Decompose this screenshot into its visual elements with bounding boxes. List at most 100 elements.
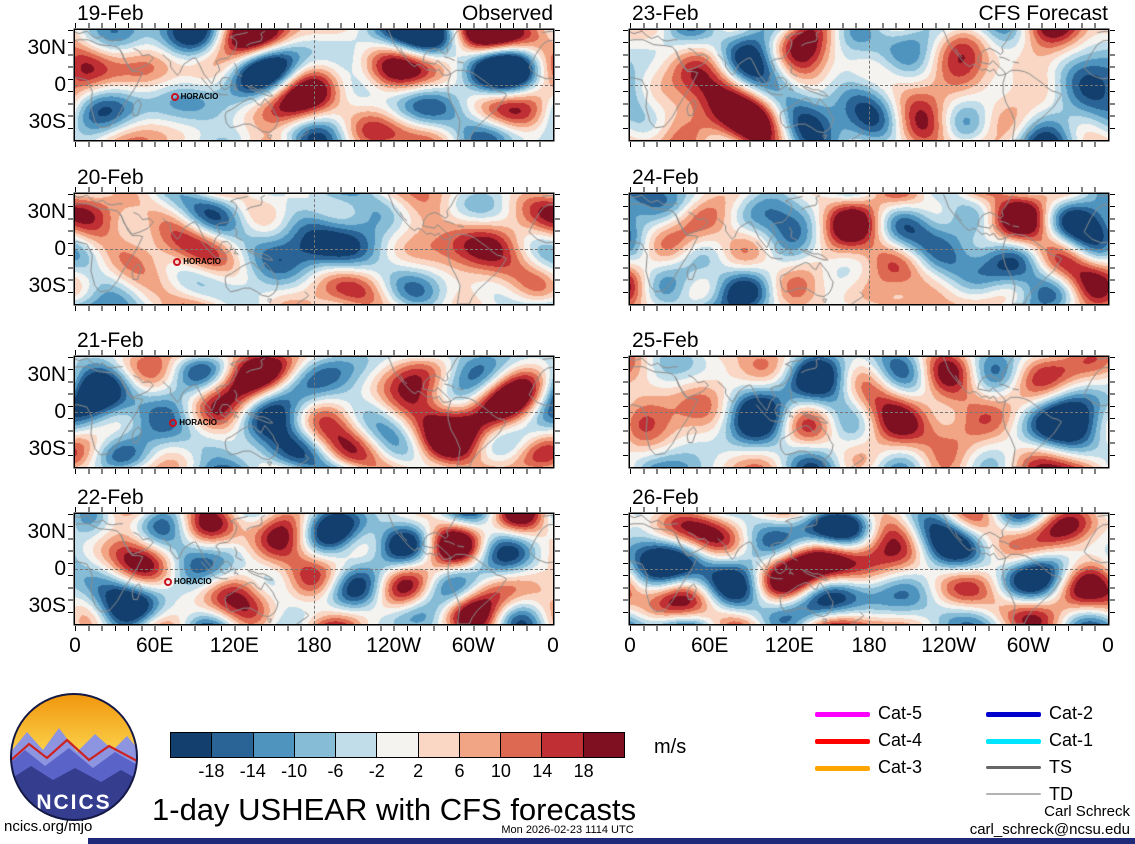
colorbar-tick-label: 2 [413, 761, 424, 781]
axis-tick-marks [630, 507, 1108, 512]
x-axis-tick-label: 60E [690, 634, 729, 657]
panel-date-label: 22-Feb [77, 486, 144, 509]
axis-tick-marks [68, 514, 73, 624]
axis-tick-marks [68, 194, 73, 304]
dateline-dashed-line [314, 357, 315, 467]
timestamp: Mon 2026-02-23 1114 UTC [501, 824, 634, 836]
storm-marker [169, 419, 178, 427]
x-axis-tick-label: 180 [296, 634, 332, 657]
x-axis-tick-label: 180 [851, 634, 887, 657]
y-axis-tick-label: 0 [54, 400, 66, 423]
legend-label: Cat-4 [878, 730, 923, 750]
legend-line-cat-4 [815, 739, 870, 744]
panel-date-label: 19-Feb [77, 2, 144, 25]
map-panel [630, 514, 1108, 624]
storm-label: HORACIO [179, 418, 218, 427]
axis-tick-marks [630, 469, 1108, 474]
axis-tick-marks [68, 357, 73, 467]
x-axis-tick-label: 120W [366, 634, 422, 657]
legend-line-cat-2 [986, 712, 1041, 717]
colorbar-tick-label: 18 [573, 761, 594, 781]
panel-date-label: 24-Feb [632, 166, 699, 189]
colorbar-tick-label: -10 [281, 761, 308, 781]
axis-tick-marks [630, 626, 1108, 631]
x-axis-tick-label: 60W [1006, 634, 1050, 657]
dateline-dashed-line [314, 194, 315, 304]
colorbar-tick-label: -14 [239, 761, 266, 781]
panel-date-label: 20-Feb [77, 166, 144, 189]
colorbar-segment [583, 733, 624, 757]
legend-line-cat-3 [815, 766, 870, 771]
bottom-accent-bar [88, 838, 1135, 844]
y-axis-tick-label: 0 [54, 73, 66, 96]
y-axis-tick-label: 30N [27, 36, 66, 60]
legend-line-cat-1 [986, 739, 1041, 744]
x-axis-tick-label: 0 [1102, 634, 1114, 657]
y-axis-tick-label: 30S [28, 273, 66, 297]
legend-line-cat-5 [815, 712, 870, 717]
colorbar-tick-label: 14 [532, 761, 553, 781]
storm-marker [173, 258, 182, 267]
x-axis-tick-label: 120W [921, 634, 977, 657]
colorbar-tick-label: -6 [327, 761, 344, 781]
axis-tick-marks [623, 514, 628, 624]
colorbar-segment [542, 733, 584, 757]
x-axis-tick-label: 60W [451, 634, 495, 657]
axis-tick-marks [68, 30, 73, 140]
dateline-dashed-line [314, 30, 315, 140]
column-header: Observed [461, 2, 553, 25]
author-email: carl_schreck@ncsu.edu [969, 821, 1130, 838]
axis-tick-marks [1110, 357, 1115, 467]
colorbar-tick-label: 6 [454, 761, 465, 781]
legend-label: Cat-2 [1049, 703, 1094, 723]
logo-ridge-line [11, 738, 137, 763]
legend-line-td [986, 793, 1041, 795]
axis-tick-marks [555, 30, 560, 140]
y-axis-tick-label: 30S [28, 436, 66, 460]
storm-marker [170, 93, 179, 102]
page-title: 1-day USHEAR with CFS forecasts [152, 792, 637, 827]
colorbar-tick-label: 10 [490, 761, 511, 781]
colorbar [170, 732, 625, 758]
axis-tick-marks [555, 194, 560, 304]
panel-date-label: 21-Feb [77, 329, 144, 352]
axis-tick-marks [1110, 194, 1115, 304]
axis-tick-marks [630, 350, 1108, 355]
axis-tick-marks [630, 23, 1108, 28]
dateline-dashed-line [314, 514, 315, 624]
x-axis-tick-label: 60E [135, 634, 174, 657]
x-axis-tick-label: 0 [69, 634, 81, 657]
x-axis-tick-label: 120E [764, 634, 814, 657]
y-axis-tick-label: 30N [27, 520, 66, 544]
axis-tick-marks [630, 306, 1108, 311]
dateline-dashed-line [869, 30, 870, 140]
panel-date-label: 26-Feb [632, 486, 699, 509]
dateline-dashed-line [869, 514, 870, 624]
x-axis-tick-label: 0 [624, 634, 636, 657]
map-panel [630, 30, 1108, 140]
colorbar-segment [501, 733, 543, 757]
axis-tick-marks [75, 306, 553, 311]
y-axis-tick-label: 0 [54, 557, 66, 580]
legend-label: TS [1049, 757, 1073, 777]
logo-border [10, 693, 138, 821]
x-axis-tick-label: 120E [209, 634, 259, 657]
dateline-dashed-line [869, 194, 870, 304]
logo-text: NCICS [36, 791, 111, 814]
ncics-logo: NCICS [10, 693, 138, 821]
map-panel: HORACIO [75, 357, 553, 467]
panel-date-label: 25-Feb [632, 329, 699, 352]
colorbar-units-label: m/s [654, 736, 687, 758]
y-axis-tick-label: 30N [27, 363, 66, 387]
colorbar-segment [171, 733, 213, 757]
axis-tick-marks [75, 626, 553, 631]
colorbar-segment [294, 733, 337, 757]
author-name: Carl Schreck [1044, 803, 1130, 820]
storm-label: HORACIO [183, 257, 222, 267]
cyclone-category-legend: Cat-5 Cat-4 Cat-3 Cat-2 Cat-1 TS TD [810, 699, 1135, 811]
y-axis-tick-label: 30S [28, 593, 66, 617]
map-panel: HORACIO [75, 514, 553, 624]
map-panel: HORACIO [75, 194, 553, 304]
y-axis-tick-label: 30S [28, 109, 66, 133]
